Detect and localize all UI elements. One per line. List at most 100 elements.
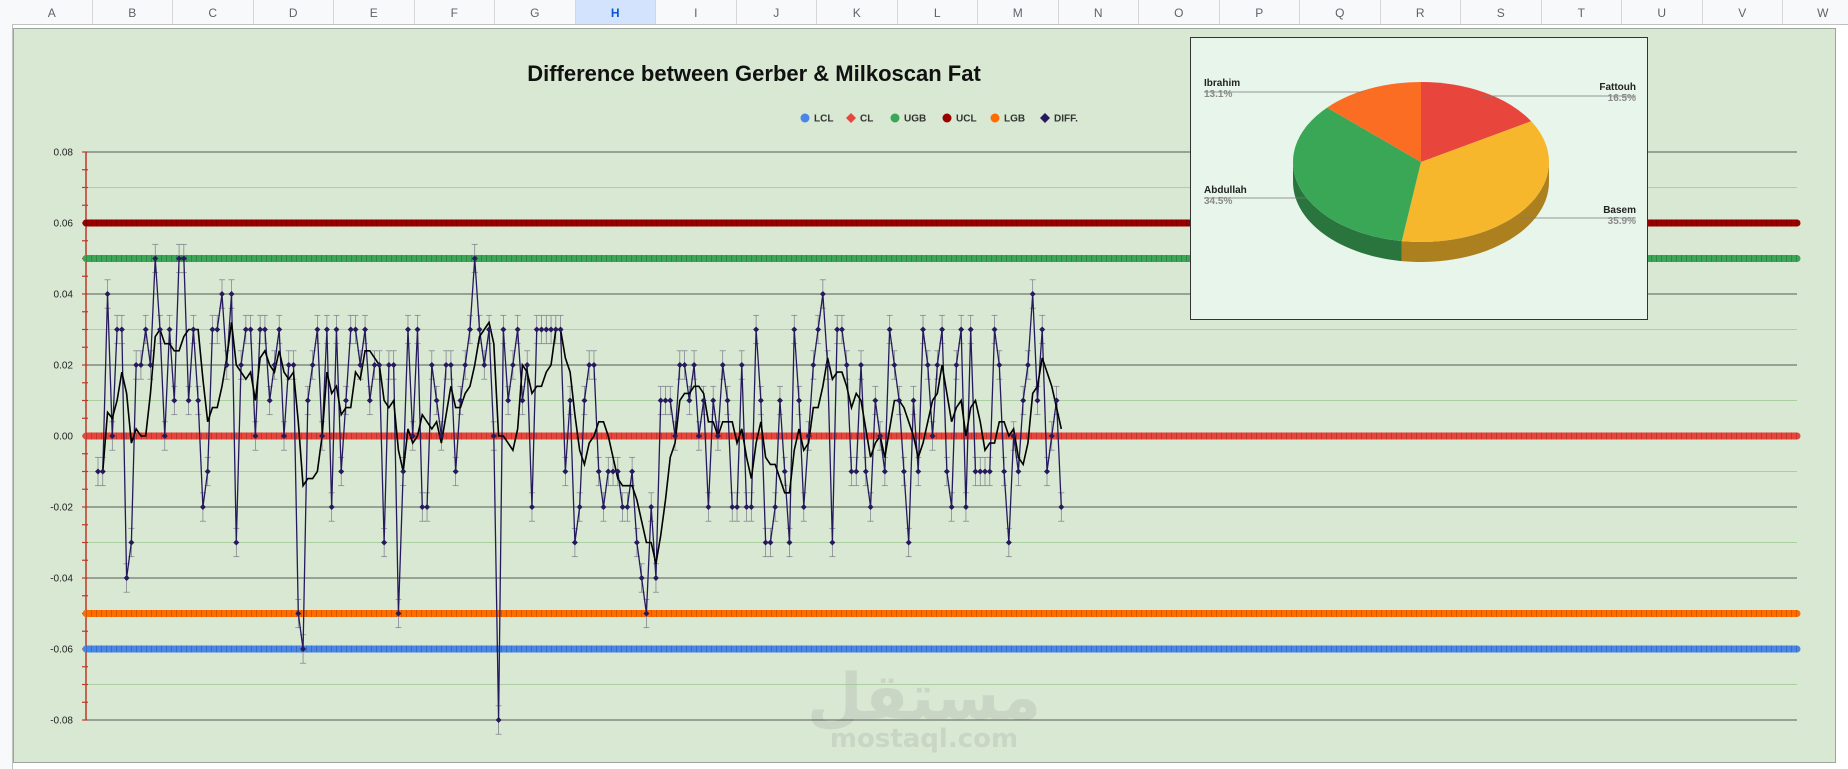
svg-text:LCL: LCL: [814, 114, 833, 125]
diff-point: [967, 326, 974, 333]
diff-point: [982, 468, 989, 475]
diff-point: [600, 504, 607, 510]
diff-point: [104, 291, 111, 297]
diff-point: [557, 326, 564, 333]
column-header-B[interactable]: B: [93, 0, 173, 24]
column-header-A[interactable]: A: [12, 0, 93, 24]
column-header-V[interactable]: V: [1703, 0, 1783, 24]
svg-text:CL: CL: [860, 114, 873, 125]
diff-point: [166, 326, 173, 333]
diff-point: [753, 326, 760, 333]
diff-point: [672, 433, 679, 439]
column-header-M[interactable]: M: [978, 0, 1059, 24]
diff-point: [185, 397, 192, 404]
column-header-C[interactable]: C: [173, 0, 254, 24]
legend-item-ucl: UCL: [942, 113, 977, 125]
diff-point: [767, 539, 774, 546]
column-header-H[interactable]: H: [575, 0, 656, 24]
diff-point: [972, 468, 979, 475]
diff-point: [805, 433, 812, 439]
diff-point: [881, 468, 888, 475]
diff-point: [366, 397, 373, 404]
diff-point: [290, 362, 297, 368]
diff-point: [896, 397, 903, 404]
column-header-D[interactable]: D: [254, 0, 334, 24]
diff-point: [280, 433, 287, 439]
column-header-R[interactable]: R: [1381, 0, 1461, 24]
diff-point: [409, 433, 416, 439]
diff-point: [257, 326, 264, 333]
column-header-U[interactable]: U: [1622, 0, 1703, 24]
diff-point: [1048, 433, 1055, 439]
diff-point: [891, 362, 898, 368]
column-header-N[interactable]: N: [1059, 0, 1139, 24]
diff-point: [505, 397, 512, 404]
y-tick-label: 0.06: [54, 219, 74, 230]
diff-point: [466, 326, 473, 333]
diff-point: [576, 504, 583, 510]
svg-text:35.9%: 35.9%: [1608, 216, 1636, 227]
diff-point: [300, 646, 307, 652]
diff-point: [223, 362, 230, 368]
diff-point: [1029, 291, 1036, 297]
diff-point: [581, 397, 588, 404]
diff-point: [953, 362, 960, 368]
diff-point: [519, 397, 526, 404]
column-header-Q[interactable]: Q: [1300, 0, 1381, 24]
diff-point: [228, 291, 235, 297]
diff-point: [829, 539, 836, 546]
diff-point: [252, 433, 259, 439]
y-tick-label: -0.04: [50, 574, 73, 585]
diff-point: [800, 504, 807, 510]
column-header-K[interactable]: K: [817, 0, 898, 24]
diff-point: [700, 397, 707, 404]
column-header-F[interactable]: F: [415, 0, 495, 24]
diff-point: [643, 610, 650, 617]
column-header-G[interactable]: G: [495, 0, 576, 24]
moving-average-line: [101, 320, 1063, 564]
diff-point: [824, 362, 831, 368]
diff-point: [214, 326, 221, 333]
diff-point: [471, 255, 478, 262]
diff-point: [161, 433, 168, 439]
diff-point: [419, 504, 426, 510]
diff-point: [748, 504, 755, 510]
column-header-E[interactable]: E: [334, 0, 415, 24]
diff-point: [328, 504, 335, 510]
column-header-W[interactable]: W: [1783, 0, 1848, 24]
column-header-S[interactable]: S: [1461, 0, 1542, 24]
column-header-P[interactable]: P: [1220, 0, 1300, 24]
pie-chart-panel[interactable]: Fattouh 16.5% Basem 35.9% Abdullah 34.5% Ibrah…: [1190, 37, 1648, 320]
column-header-T[interactable]: T: [1542, 0, 1622, 24]
diff-point: [271, 362, 278, 368]
y-tick-label: 0.04: [54, 290, 74, 301]
diff-point: [323, 326, 330, 333]
diff-point: [128, 539, 135, 546]
diff-point: [195, 397, 202, 404]
diff-point: [867, 504, 874, 510]
column-header-O[interactable]: O: [1139, 0, 1220, 24]
diff-point: [791, 326, 798, 333]
legend-item-lcl: LCL: [800, 113, 833, 125]
diff-point: [1034, 397, 1041, 404]
row-header-strip: [0, 24, 13, 769]
diff-point: [915, 468, 922, 475]
column-header-I[interactable]: I: [656, 0, 737, 24]
diff-point: [1039, 326, 1046, 333]
diff-point: [939, 326, 946, 333]
diff-point: [109, 433, 116, 439]
diff-point: [376, 362, 383, 368]
column-header-J[interactable]: J: [737, 0, 817, 24]
diff-point: [438, 433, 445, 439]
diff-point: [877, 433, 884, 439]
diff-point: [142, 326, 149, 333]
diff-point: [395, 610, 402, 617]
pie-slices: [1293, 82, 1549, 242]
column-header-L[interactable]: L: [898, 0, 978, 24]
diff-point: [667, 397, 674, 404]
diff-point: [719, 362, 726, 368]
diff-point: [266, 397, 273, 404]
y-tick-label: 0.00: [54, 432, 74, 443]
diff-point: [862, 468, 869, 475]
